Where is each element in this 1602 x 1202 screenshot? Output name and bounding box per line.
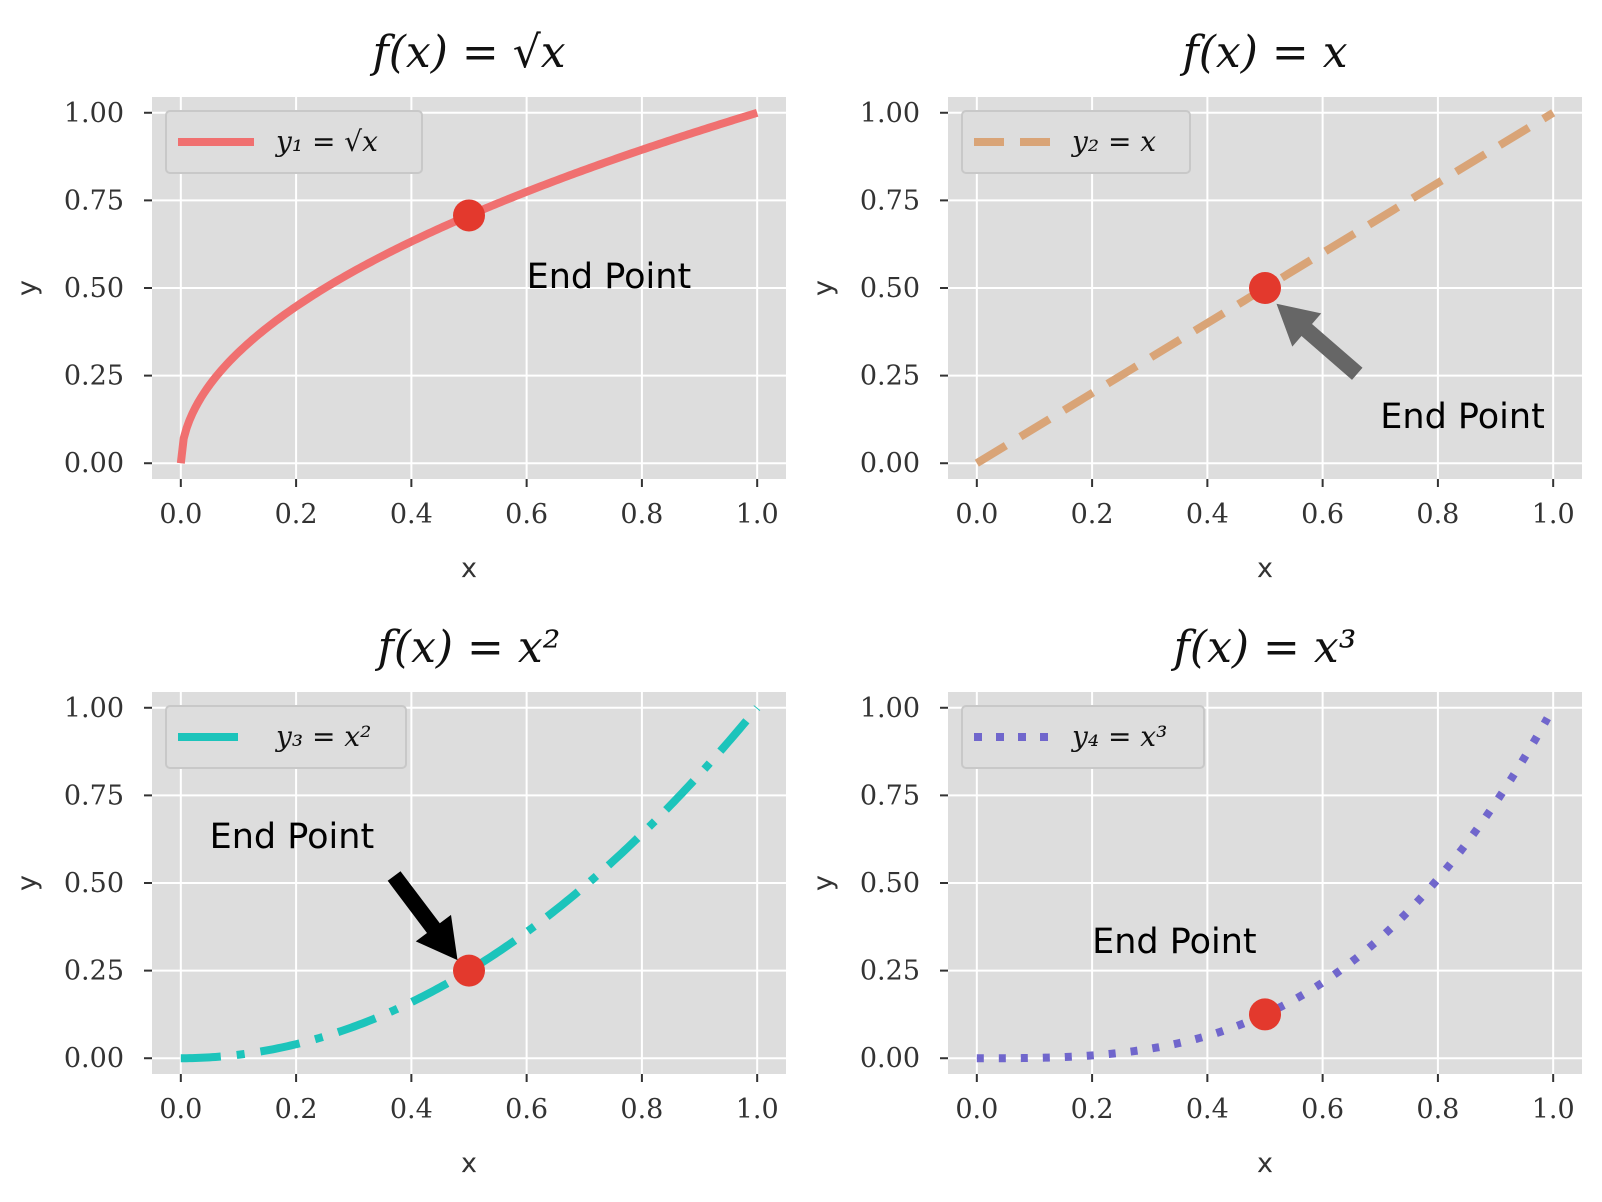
chart-title: f(x) = x³ [1171, 622, 1357, 673]
subplot-1: 0.0 0.2 0.4 0.6 0.8 1.0 0.00 0.25 0.50 0.75 1.00 x y… [12, 27, 786, 584]
x-tick-label: 0.2 [1071, 499, 1114, 530]
legend-box [165, 705, 407, 769]
x-tick-label: 0.0 [955, 499, 998, 530]
legend-box [961, 110, 1191, 174]
y-tick-label: 1.00 [860, 98, 920, 129]
chart-title: f(x) = x² [375, 622, 561, 673]
x-axis-label: x [1257, 1148, 1273, 1179]
chart-title: f(x) = x [1179, 27, 1347, 78]
legend: y₄ = x³ [961, 705, 1205, 769]
x-tick-label: 0.4 [390, 1094, 433, 1125]
legend-label: y₄ = x³ [1070, 720, 1167, 753]
annotation-arrow [1276, 303, 1363, 380]
y-tick-label: 0.00 [860, 1043, 920, 1074]
x-tick-label: 0.8 [620, 1094, 663, 1125]
y-tick-label: 0.25 [860, 361, 920, 392]
y-tick-label: 0.00 [64, 448, 124, 479]
series-line [180, 705, 761, 1063]
y-tick-label: 0.75 [860, 185, 920, 216]
annotation-arrow [387, 871, 458, 961]
x-tick-label: 0.6 [1301, 499, 1344, 530]
x-axis-label: x [1257, 553, 1273, 584]
x-tick-label: 0.2 [275, 499, 318, 530]
end-point-marker [1249, 272, 1281, 304]
x-tick-label: 0.6 [505, 499, 548, 530]
x-tick-label: 1.0 [736, 1094, 779, 1125]
y-tick-label: 0.50 [860, 273, 920, 304]
legend: y₃ = x² [165, 705, 407, 769]
y-tick-label: 0.75 [64, 185, 124, 216]
end-point-marker [453, 199, 485, 232]
y-tick-label: 1.00 [860, 693, 920, 724]
y-tick-label: 1.00 [64, 693, 124, 724]
y-tick-label: 1.00 [64, 98, 124, 129]
x-tick-label: 0.0 [159, 1094, 202, 1125]
subplots: 0.0 0.2 0.4 0.6 0.8 1.0 0.00 0.25 0.50 0.75 1.00 x y… [12, 27, 1582, 1179]
x-tick-label: 1.0 [1532, 1094, 1575, 1125]
y-tick-label: 0.75 [860, 780, 920, 811]
legend-label: y₂ = x [1070, 125, 1156, 158]
y-tick-label: 0.50 [64, 273, 124, 304]
y-tick-label: 0.25 [860, 956, 920, 987]
x-tick-label: 0.8 [1416, 499, 1459, 530]
x-tick-label: 0.4 [1186, 499, 1229, 530]
legend: y₁ = √x [165, 110, 423, 174]
y-axis-label: y [12, 280, 43, 296]
x-tick-label: 0.0 [159, 499, 202, 530]
x-tick-label: 0.6 [1301, 1094, 1344, 1125]
x-tick-label: 0.2 [275, 1094, 318, 1125]
subplot-2: 0.0 0.2 0.4 0.6 0.8 1.0 0.00 0.25 0.50 0.75 1.00 x y… [808, 27, 1582, 584]
y-tick-label: 0.75 [64, 780, 124, 811]
x-tick-label: 0.0 [955, 1094, 998, 1125]
x-axis-label: x [461, 553, 477, 584]
y-tick-label: 0.50 [64, 868, 124, 899]
x-tick-label: 0.4 [1186, 1094, 1229, 1125]
annotation-label: End Point [210, 817, 375, 857]
x-tick-label: 0.8 [620, 499, 663, 530]
annotation-label: End Point [1380, 397, 1545, 437]
y-tick-label: 0.25 [64, 956, 124, 987]
y-axis-label: y [808, 875, 839, 891]
x-tick-label: 1.0 [736, 499, 779, 530]
end-point-marker [453, 954, 485, 987]
legend-box [961, 705, 1205, 769]
annotation-label: End Point [527, 257, 692, 297]
y-tick-label: 0.25 [64, 361, 124, 392]
x-tick-label: 1.0 [1532, 499, 1575, 530]
y-axis-label: y [808, 280, 839, 296]
x-axis-label: x [461, 1148, 477, 1179]
y-tick-label: 0.00 [860, 448, 920, 479]
annotation-label: End Point [1092, 922, 1257, 962]
y-tick-label: 0.00 [64, 1043, 124, 1074]
x-tick-label: 0.8 [1416, 1094, 1459, 1125]
legend-label: y₃ = x² [274, 720, 371, 753]
legend-box [165, 110, 423, 174]
y-tick-label: 0.50 [860, 868, 920, 899]
subplot-3: 0.0 0.2 0.4 0.6 0.8 1.0 0.00 0.25 0.50 0.75 1.00 x y… [12, 622, 786, 1179]
x-tick-label: 0.6 [505, 1094, 548, 1125]
y-axis-label: y [12, 875, 43, 891]
legend: y₂ = x [961, 110, 1191, 174]
legend-label: y₁ = √x [274, 125, 378, 158]
subplot-4: 0.0 0.2 0.4 0.6 0.8 1.0 0.00 0.25 0.50 0.75 1.00 x y… [808, 622, 1582, 1179]
x-tick-label: 0.4 [390, 499, 433, 530]
chart-title: f(x) = √x [369, 27, 565, 78]
x-tick-label: 0.2 [1071, 1094, 1114, 1125]
end-point-marker [1249, 998, 1281, 1031]
